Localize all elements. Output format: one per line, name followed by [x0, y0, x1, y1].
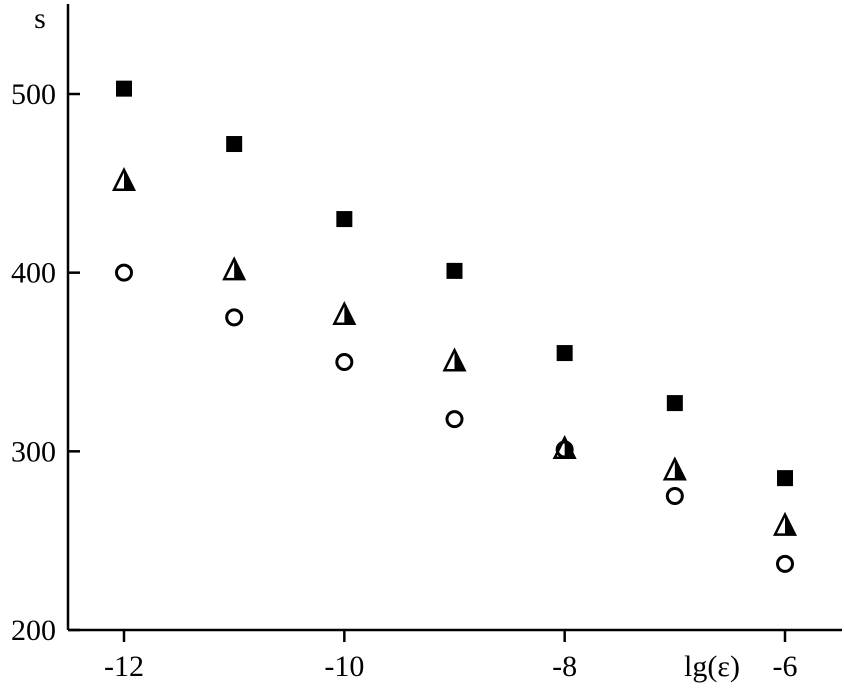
data-point-triangle — [772, 511, 798, 536]
data-point-circle — [555, 440, 574, 459]
data-point-square — [666, 395, 683, 412]
y-axis-ticks: 200 300 400 500 — [11, 78, 80, 647]
x-tick-label: -6 — [773, 650, 798, 683]
x-axis-title: lg(ε) — [684, 650, 740, 683]
data-point-triangle — [222, 256, 247, 281]
x-tick-label: -12 — [104, 650, 144, 683]
data-point-square — [336, 211, 353, 228]
data-point-square — [446, 262, 463, 279]
data-point-circle — [335, 353, 354, 371]
y-axis-title: s — [34, 2, 46, 35]
data-point-triangle — [662, 456, 687, 481]
y-tick-label: 400 — [11, 257, 56, 290]
data-point-circle — [776, 554, 794, 573]
data-point-square — [777, 470, 793, 487]
data-point-square — [116, 80, 132, 97]
x-axis-ticks: -12 -10 -8 -6 — [104, 630, 798, 683]
data-point-triangle — [332, 300, 357, 326]
data-point-square — [226, 136, 243, 153]
y-tick-label: 300 — [11, 435, 56, 468]
x-tick-label: -10 — [324, 650, 364, 683]
data-point-triangle — [111, 166, 137, 192]
data-point-circle — [225, 308, 244, 327]
y-tick-label: 500 — [11, 78, 56, 111]
data-points — [111, 80, 798, 573]
data-point-circle — [115, 263, 133, 282]
x-tick-label: -8 — [552, 650, 577, 683]
data-point-circle — [665, 487, 684, 505]
data-point-square — [556, 345, 573, 362]
data-point-triangle — [442, 347, 467, 372]
y-tick-label: 200 — [11, 614, 56, 647]
data-point-circle — [445, 410, 464, 429]
